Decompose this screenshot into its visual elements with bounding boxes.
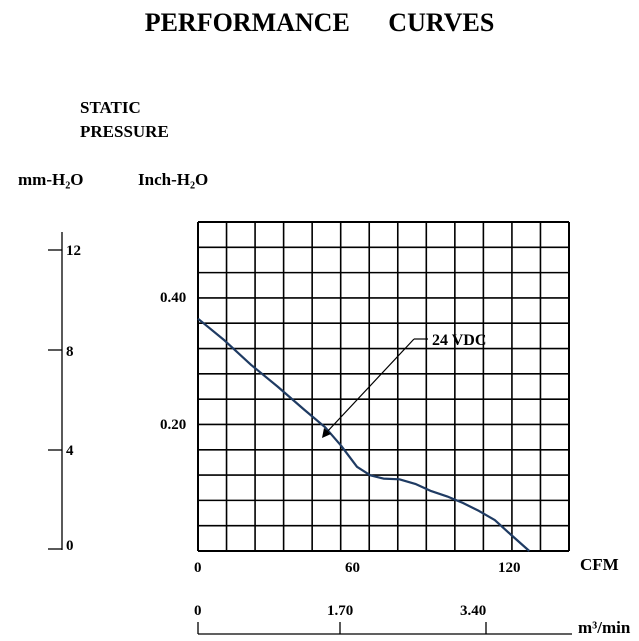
title-word-1: PERFORMANCE: [144, 8, 350, 37]
cfm-tick-120: 120: [498, 560, 521, 576]
mm-tick-0: 0: [66, 538, 74, 554]
plot-grid: [197, 221, 570, 552]
annotation-24vdc: 24 VDC: [322, 332, 486, 438]
annotation-arrowhead: [322, 428, 331, 438]
m3-tick-1-70: 1.70: [327, 603, 354, 619]
mm-h2o-unit: mm-H₂O: [18, 170, 84, 189]
m3-min-unit: m³/min: [578, 618, 631, 637]
m3-axis: [197, 622, 572, 635]
cfm-tick-60: 60: [345, 560, 360, 576]
chart-title: PERFORMANCE CURVES: [0, 8, 639, 38]
inch-h2o-unit: Inch-H₂O: [138, 170, 209, 189]
mm-tick-4: 4: [66, 443, 74, 459]
inch-tick-0-20: 0.20: [160, 417, 187, 433]
mm-tick-12: 12: [66, 243, 81, 259]
series-label-24vdc: 24 VDC: [432, 332, 486, 349]
cfm-unit: CFM: [580, 555, 619, 574]
cfm-tick-0: 0: [194, 560, 202, 576]
series-line-24vdc: [197, 317, 531, 552]
mm-tick-8: 8: [66, 344, 74, 360]
title-word-2: CURVES: [388, 8, 495, 37]
m3-tick-3-40: 3.40: [460, 603, 487, 619]
y-label-line-2: PRESSURE: [80, 122, 169, 141]
mm-axis: [48, 232, 63, 550]
y-label-line-1: STATIC: [80, 98, 141, 117]
m3-tick-0: 0: [194, 603, 202, 619]
inch-tick-0-40: 0.40: [160, 290, 187, 306]
